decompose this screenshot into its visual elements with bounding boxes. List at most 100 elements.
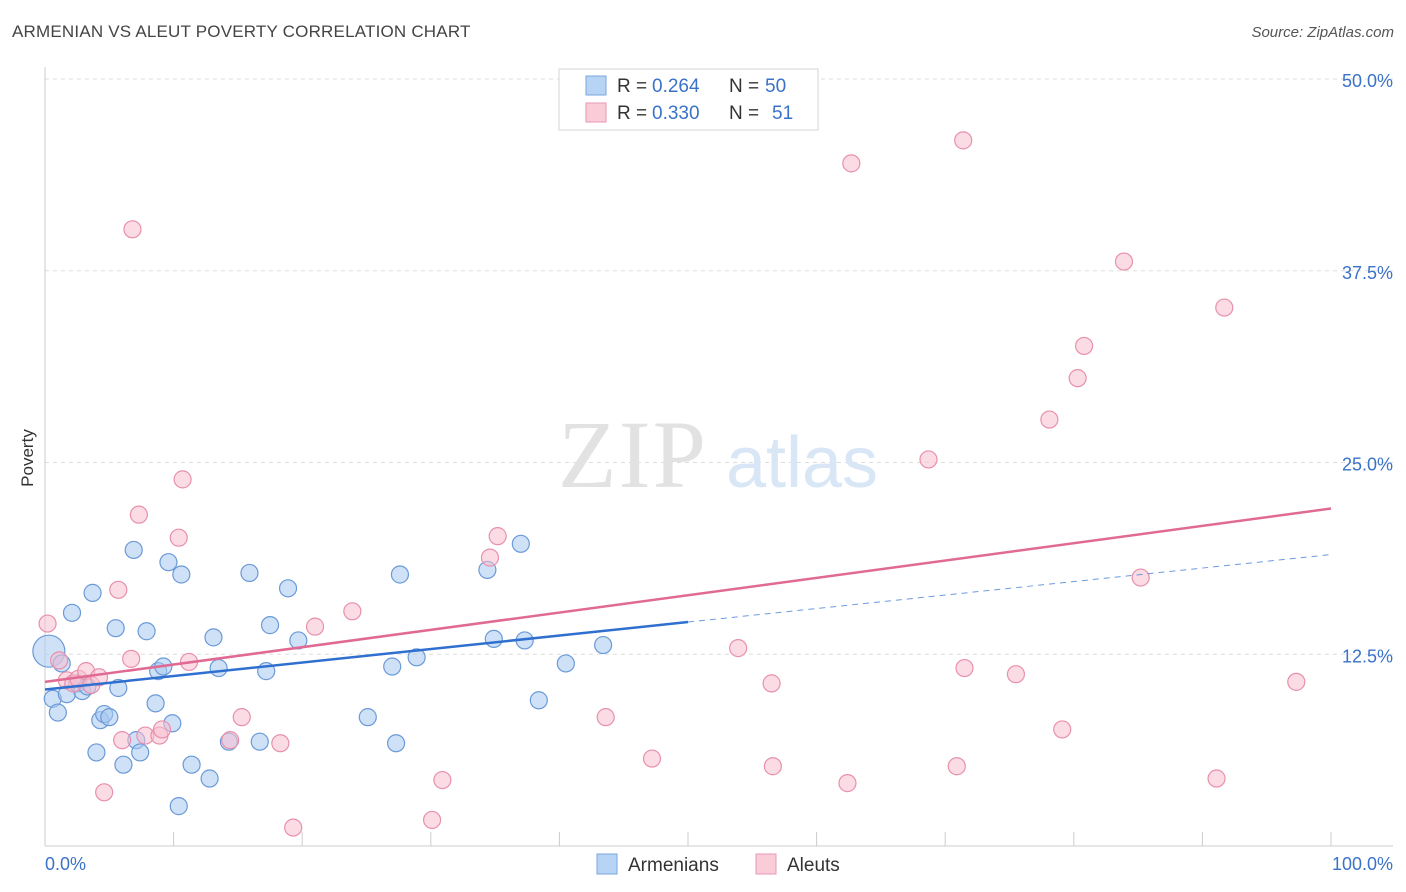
armenians-point [209,658,228,678]
armenians-point [131,743,150,762]
series-legend: Armenians Aleuts [596,853,840,876]
aleuts-point [122,649,141,668]
aleuts-swatch [585,102,607,123]
aleuts-point [488,527,507,546]
armenians-point [146,694,165,713]
armenians-point [172,565,191,584]
aleuts-point [433,770,452,790]
armenians-point [109,678,128,698]
armenians-point [484,629,503,649]
aleuts-point [221,731,240,750]
aleuts-point [305,617,325,636]
trend-lines [44,507,1332,691]
chart-title: ARMENIAN VS ALEUT POVERTY CORRELATION CH… [12,22,471,41]
stats-legend: R = 0.264 N = 50 R = 0.330 N = 51 [558,68,819,131]
armenians-point [250,732,269,751]
aleuts-point [271,734,290,753]
armenians-point [48,703,67,722]
legend-armenians-label: Armenians [628,855,719,876]
aleuts-point [596,708,615,727]
axes [44,67,1393,847]
armenians-point [407,648,426,667]
aleuts-point [38,614,57,633]
armenians-point [529,691,548,710]
aleuts-point [1215,298,1234,317]
armenians-point [594,635,613,655]
legend-n-value: 50 [765,76,786,97]
aleuts-point [129,505,148,524]
aleuts-trend-line [44,507,1332,684]
aleuts-point [109,580,128,599]
armenians-point [390,565,410,584]
armenians-point [386,734,406,753]
armenians-point [124,540,143,560]
aleuts-point [232,708,251,727]
aleuts-point [919,450,938,469]
data-points [32,131,1306,837]
aleuts-point [1131,568,1150,587]
legend-n-label: N = [729,103,759,124]
aleuts-point [422,810,442,830]
armenians-point [159,553,178,572]
armenians-point [106,619,125,638]
armenians-point [200,769,219,788]
watermark-atlas: atlas [726,423,878,503]
armenians-point [556,654,575,673]
aleuts-point [729,639,748,658]
aleuts-point [480,548,500,567]
aleuts-point [1068,369,1087,388]
aleuts-point [954,131,973,150]
y-tick-label: 50.0% [1342,71,1393,91]
x-tick-label: 0.0% [45,854,86,874]
legend-aleuts-label: Aleuts [787,855,840,876]
armenians-point [100,708,119,727]
aleuts-point [95,783,114,802]
aleuts-point [284,818,303,837]
aleuts-point [763,757,782,776]
armenians-point [137,622,156,641]
armenians-point [511,534,530,553]
y-axis-title: Poverty [18,429,37,487]
aleuts-point [955,658,974,678]
x-tick-label: 100.0% [1332,854,1393,874]
armenians-point [278,579,298,598]
armenians-point [169,797,188,816]
aleuts-point [1040,410,1059,429]
armenians-point [260,616,280,635]
aleuts-point [1287,672,1306,691]
armenians-swatch [585,75,607,96]
legend-r-value: 0.330 [652,103,700,124]
armenians-point [358,708,377,727]
aleuts-point [343,602,362,621]
legend-n-label: N = [729,76,759,97]
y-tick-label: 37.5% [1342,263,1393,283]
armenians-point [87,743,106,762]
aleuts-point [123,220,142,239]
watermark-zip: ZIP [558,401,708,508]
aleuts-point [152,720,172,739]
armenians-point [383,657,402,676]
aleuts-point [113,731,132,750]
legend-n-value: 51 [772,103,793,124]
aleuts-point [1053,720,1072,739]
armenians-point [114,755,133,774]
axis-labels: 12.5% 25.0% 37.5% 50.0% 0.0% 100.0% Poverty [18,71,1393,874]
aleuts-point [173,470,192,489]
aleuts-point [947,757,966,776]
armenians-point [240,563,259,583]
aleuts-point [642,749,662,768]
legend-r-label: R = [617,76,647,97]
legend-aleuts-swatch [755,853,777,875]
watermark: ZIP atlas [558,401,878,508]
legend-armenians-swatch [596,853,618,875]
armenians-trend-line [44,620,689,691]
armenians-point [62,603,82,622]
aleuts-point [50,651,69,670]
y-tick-label: 25.0% [1342,455,1393,475]
armenians-point [83,583,102,602]
legend-r-value: 0.264 [652,76,700,97]
aleuts-point [1114,252,1134,271]
legend-r-label: R = [617,103,647,124]
aleuts-point [1074,336,1094,356]
